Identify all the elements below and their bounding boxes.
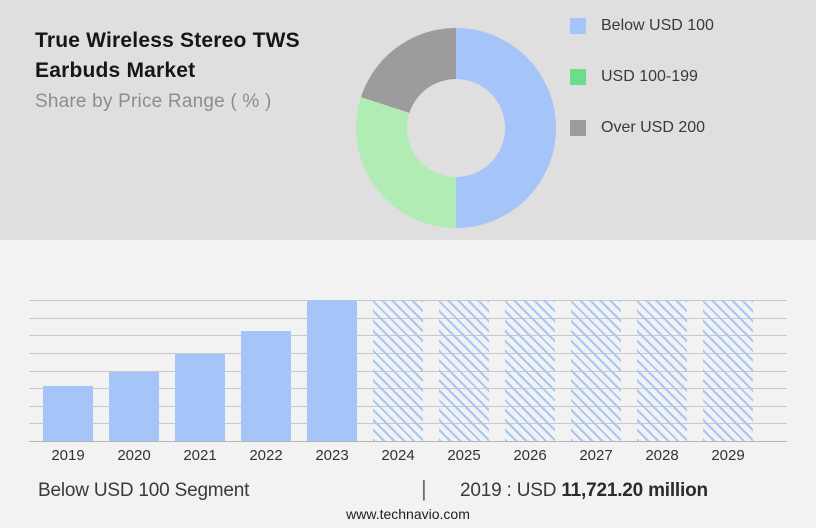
page-title-line2: Earbuds Market <box>35 59 196 82</box>
x-axis-label-2019: 2019 <box>51 447 85 464</box>
bar-2021 <box>175 353 225 441</box>
legend-label: USD 100-199 <box>601 68 698 85</box>
legend-swatch-icon <box>570 120 586 136</box>
bar-2024 <box>373 300 423 441</box>
value-caption: 2019 : USD 11,721.20 million <box>460 480 708 502</box>
x-axis-label-2022: 2022 <box>249 447 283 464</box>
bar-2028 <box>637 300 687 441</box>
legend-swatch-icon <box>570 69 586 85</box>
legend-swatch-icon <box>570 18 586 34</box>
x-axis-label-2028: 2028 <box>645 447 679 464</box>
legend-item: Below USD 100 <box>570 17 714 34</box>
website-url: www.technavio.com <box>346 506 470 522</box>
x-axis-label-2024: 2024 <box>381 447 415 464</box>
value-caption-amount: 11,721.20 million <box>561 480 708 501</box>
bar-2026 <box>505 300 555 441</box>
legend-label: Over USD 200 <box>601 119 706 136</box>
x-axis-label-2020: 2020 <box>117 447 151 464</box>
caption-separator: | <box>421 476 427 501</box>
bar-2029 <box>703 300 753 441</box>
header-section: True Wireless Stereo TWS Earbuds Market … <box>0 0 816 240</box>
legend-item: USD 100-199 <box>570 68 714 85</box>
x-axis-label-2025: 2025 <box>447 447 481 464</box>
bar-2025 <box>439 300 489 441</box>
bar-plot <box>29 300 787 442</box>
title-block: True Wireless Stereo TWS Earbuds Market … <box>35 26 300 113</box>
page-subtitle: Share by Price Range ( % ) <box>35 91 272 112</box>
page-title-line1: True Wireless Stereo TWS <box>35 29 300 52</box>
x-axis-label-2021: 2021 <box>183 447 217 464</box>
donut-chart <box>356 28 556 228</box>
x-axis-label-2026: 2026 <box>513 447 547 464</box>
value-caption-prefix: 2019 : USD <box>460 480 557 501</box>
bar-2020 <box>109 371 159 441</box>
bar-2019 <box>43 386 93 441</box>
bar-2027 <box>571 300 621 441</box>
x-axis-label-2027: 2027 <box>579 447 613 464</box>
legend-label: Below USD 100 <box>601 17 714 34</box>
donut-hole <box>407 79 505 177</box>
donut-legend: Below USD 100 USD 100-199 Over USD 200 <box>570 17 714 171</box>
gridline <box>29 441 787 442</box>
legend-item: Over USD 200 <box>570 119 714 136</box>
bar-2023 <box>307 300 357 441</box>
x-axis-label-2023: 2023 <box>315 447 349 464</box>
x-axis-labels: 2019 2020 2021 2022 2023 2024 2025 2026 2027 2028… <box>29 447 787 467</box>
segment-caption: Below USD 100 Segment <box>38 480 250 501</box>
bar-2022 <box>241 331 291 441</box>
x-axis-label-2029: 2029 <box>711 447 745 464</box>
